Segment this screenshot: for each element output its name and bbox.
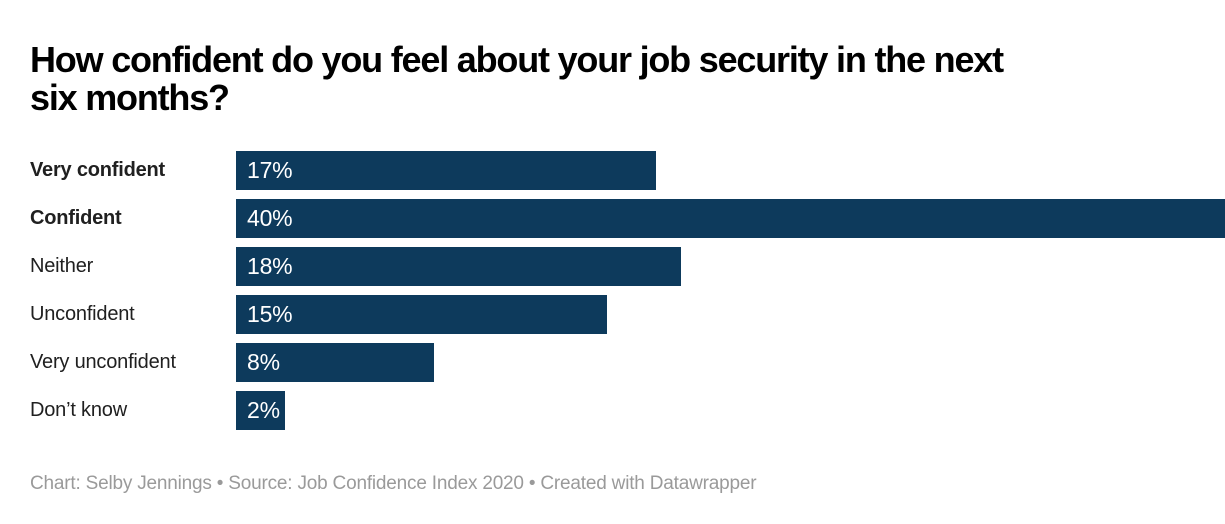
bar-chart: Very confident 17% Confident 40% Neither 18% U… — [30, 151, 1225, 439]
category-label: Confident — [30, 207, 122, 229]
value-label: 8% — [247, 349, 280, 375]
bar-row: Confident 40% — [30, 199, 1225, 238]
bar-row: Unconfident 15% — [30, 295, 1225, 334]
category-label: Very unconfident — [30, 351, 176, 373]
bar: 17% — [236, 151, 657, 190]
bar: 8% — [236, 343, 434, 382]
bar-track: 15% — [236, 295, 1225, 334]
category-label: Very confident — [30, 159, 166, 181]
bar-track: 17% — [236, 151, 1225, 190]
category-label: Unconfident — [30, 303, 135, 325]
value-label: 15% — [247, 301, 293, 327]
bar: 40% — [236, 199, 1225, 238]
bar-track: 8% — [236, 343, 1225, 382]
value-label: 40% — [247, 205, 293, 231]
value-label: 18% — [247, 253, 293, 279]
category-label: Neither — [30, 255, 94, 277]
bar-track: 2% — [236, 391, 1225, 430]
bar-row: Very confident 17% — [30, 151, 1225, 190]
value-label: 17% — [247, 157, 293, 183]
chart-footer: Chart: Selby Jennings • Source: Job Conf… — [30, 473, 757, 494]
chart-title: How confident do you feel about your job… — [30, 39, 1004, 118]
bar: 2% — [236, 391, 286, 430]
bar-row: Very unconfident 8% — [30, 343, 1225, 382]
bar-track: 18% — [236, 247, 1225, 286]
bar: 18% — [236, 247, 682, 286]
value-label: 2% — [247, 397, 280, 423]
bar-row: Neither 18% — [30, 247, 1225, 286]
bar: 15% — [236, 295, 607, 334]
category-label: Don’t know — [30, 399, 127, 421]
bar-track: 40% — [236, 199, 1225, 238]
bar-row: Don’t know 2% — [30, 391, 1225, 430]
